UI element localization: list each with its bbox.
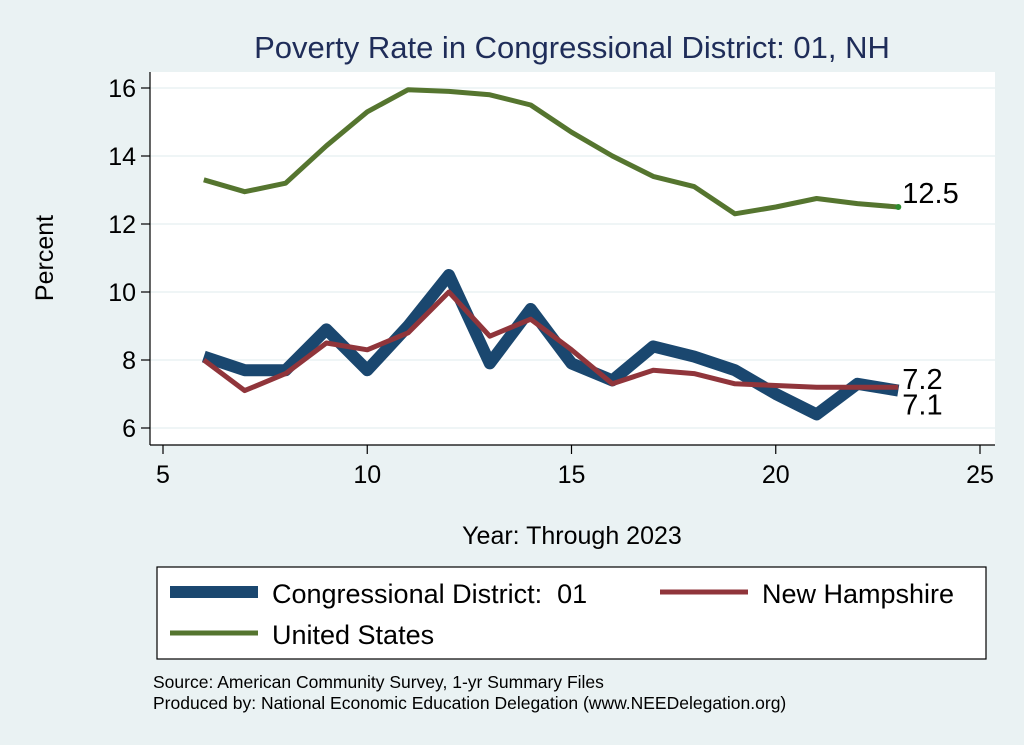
- end-labels: 7.17.2 12.5: [902, 178, 958, 422]
- series-line-united-states: [203, 87, 899, 217]
- legend-item-united-states: United States: [170, 620, 434, 650]
- end-label-1: 7.2: [902, 364, 942, 396]
- x-ticks: 5 10 15 20 25: [156, 445, 994, 489]
- x-tick-label: 20: [762, 461, 790, 489]
- y-tick-label: 10: [108, 279, 136, 307]
- y-tick-label: 8: [122, 347, 136, 375]
- y-tick-label: 6: [122, 415, 136, 443]
- end-label-2: 12.5: [902, 178, 958, 210]
- us-end-marker: [895, 204, 902, 210]
- x-tick-label: 25: [966, 461, 994, 489]
- legend-box: [156, 566, 987, 660]
- y-tick-label: 16: [108, 75, 136, 103]
- y-tick-label: 14: [108, 143, 136, 171]
- x-tick-label: 5: [156, 461, 170, 489]
- series-line-new-hampshire: [202, 289, 899, 394]
- chart-title: Poverty Rate in Congressional District: …: [254, 30, 890, 65]
- x-tick-label: 15: [558, 461, 586, 489]
- legend-label-district: Congressional District: 01: [272, 579, 587, 609]
- series-layer: [201, 87, 902, 421]
- end-label-0: 7.1: [902, 390, 942, 422]
- x-axis-label: Year: Through 2023: [462, 522, 682, 550]
- legend-item-district: Congressional District: 01: [170, 579, 587, 609]
- x-tick-label: 10: [353, 461, 381, 489]
- y-tick-label: 12: [108, 211, 136, 239]
- legend-item-new-hampshire: New Hampshire: [660, 579, 954, 609]
- legend-label-new-hampshire: New Hampshire: [762, 579, 954, 609]
- producer-note: Produced by: National Economic Education…: [153, 693, 786, 713]
- y-ticks: 6 8 10 12 14 16: [108, 75, 150, 443]
- source-note: Source: American Community Survey, 1-yr …: [153, 672, 604, 692]
- legend-label-united-states: United States: [272, 620, 434, 650]
- y-axis-label: Percent: [31, 215, 59, 301]
